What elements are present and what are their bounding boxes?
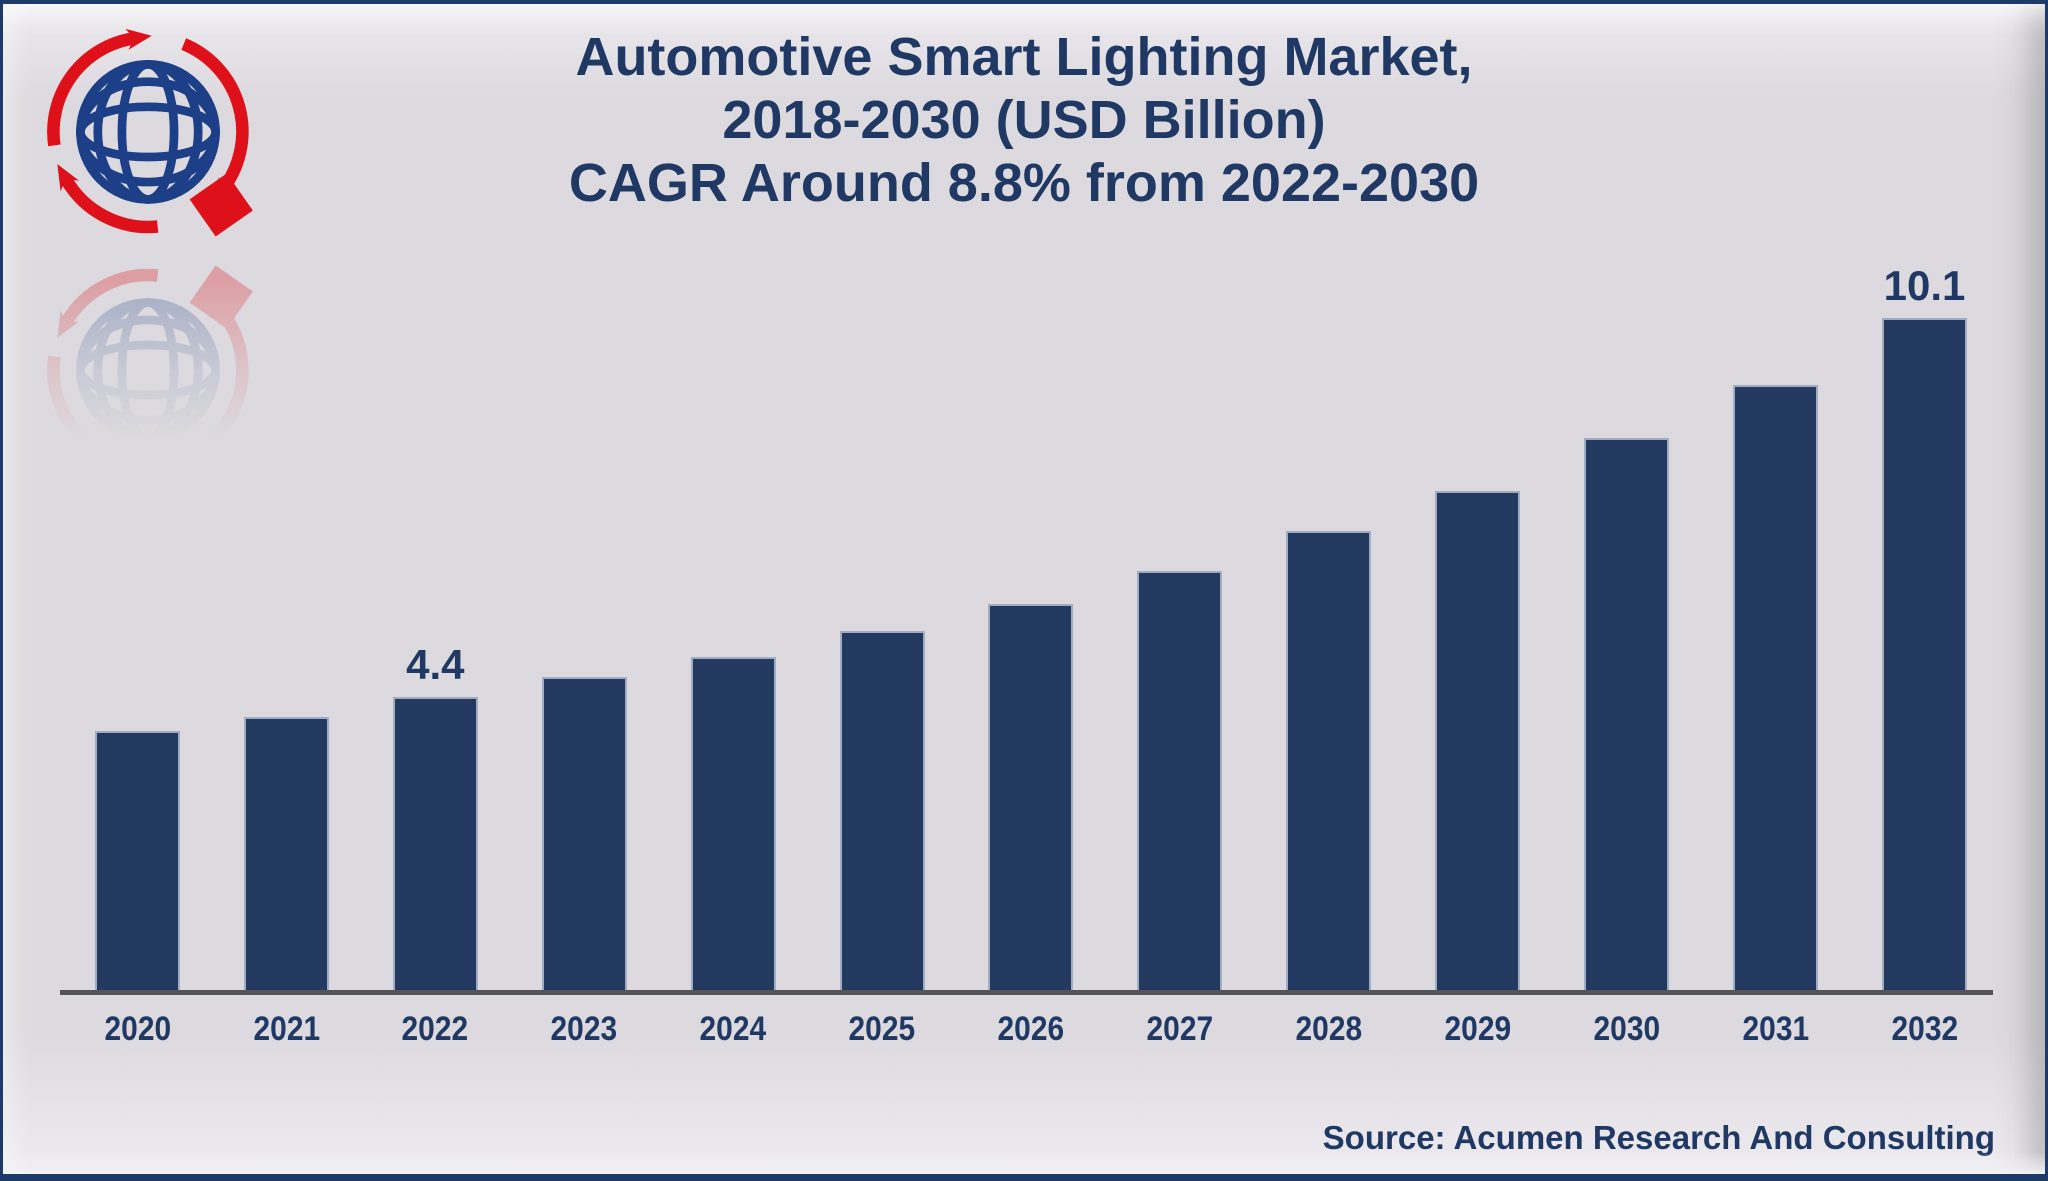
x-tick-2028: 2028 [1295,1010,1363,1048]
bar-2031 [1733,385,1819,990]
bar-2030 [1584,438,1670,990]
bar-slot-2031 [1701,204,1850,990]
bar-2023 [541,677,627,990]
bar-slot-2020 [63,204,212,990]
bar-slot-2030 [1552,204,1701,990]
bar-slot-2028 [1254,204,1403,990]
x-tick-2024: 2024 [699,1010,767,1048]
bar-2032 [1882,318,1968,990]
chart-title-line-3: CAGR Around 8.8% from 2022-2030 [568,153,1480,214]
bar-2028 [1286,531,1372,990]
bar-2021 [243,717,329,990]
bar-slot-2022: 4.4 [361,204,510,990]
bar-slot-2032: 10.1 [1850,204,1999,990]
x-tick-2031: 2031 [1742,1010,1809,1048]
x-axis-tick-labels: 2020 2021 2022 2023 2024 2025 2026 2027 2028 2029… [63,1010,1999,1049]
bar-slot-2029 [1403,204,1552,990]
x-tick-2029: 2029 [1444,1010,1512,1048]
bar-2027 [1137,571,1223,990]
source-attribution: Source: Acumen Research And Consulting [1322,1119,1995,1156]
bar-2029 [1435,491,1521,990]
bars-area: 4.4 10.1 [63,204,1999,990]
bar-2026 [988,604,1074,990]
x-axis-line [60,990,1993,995]
bar-value-label-2032: 10.1 [1883,262,1966,309]
bar-slot-2026 [957,204,1106,990]
x-tick-2023: 2023 [550,1010,618,1048]
chart-title: Automotive Smart Lighting Market, 2018-2… [3,26,2045,216]
x-tick-2027: 2027 [1146,1010,1214,1048]
bar-slot-2025 [808,204,957,990]
bar-slot-2024 [659,204,808,990]
x-tick-2025: 2025 [848,1010,916,1048]
x-tick-2022: 2022 [402,1010,469,1048]
bar-slot-2023 [510,204,659,990]
bar-value-label-2022: 4.4 [406,641,465,688]
bar-slot-2027 [1105,204,1254,990]
bar-slot-2021 [212,204,361,990]
x-tick-2030: 2030 [1593,1010,1660,1048]
chart-title-line-1: Automotive Smart Lighting Market, [575,27,1473,87]
x-tick-2026: 2026 [997,1010,1065,1048]
bar-2022 [392,697,478,990]
x-tick-2032: 2032 [1891,1010,1958,1048]
x-tick-2021: 2021 [253,1010,320,1048]
bar-2025 [839,631,925,990]
bar-2020 [94,731,180,990]
x-tick-2020: 2020 [104,1010,171,1048]
bar-2024 [690,657,776,990]
chart-title-line-2: 2018-2030 (USD Billion) [722,90,1326,151]
